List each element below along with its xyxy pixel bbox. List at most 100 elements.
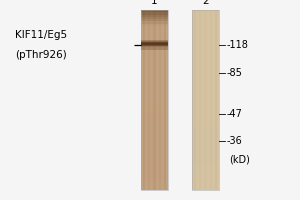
Bar xyxy=(141,136,168,138)
Bar xyxy=(192,84,219,87)
Bar xyxy=(141,42,168,43)
Bar xyxy=(141,120,168,123)
Bar xyxy=(141,138,168,141)
Bar xyxy=(192,143,219,145)
Bar xyxy=(192,86,219,89)
Bar xyxy=(192,37,219,39)
Bar xyxy=(192,26,219,28)
Bar xyxy=(192,186,219,188)
Bar xyxy=(141,37,168,39)
Bar xyxy=(141,55,168,57)
Bar xyxy=(192,57,219,60)
Bar xyxy=(192,109,219,111)
Bar xyxy=(141,19,168,21)
Bar xyxy=(192,104,219,107)
Bar xyxy=(141,15,168,17)
Bar xyxy=(141,44,168,45)
Bar xyxy=(192,165,219,168)
Bar xyxy=(192,111,219,114)
Bar xyxy=(141,172,168,174)
Bar xyxy=(192,138,219,141)
Text: 1: 1 xyxy=(151,0,158,6)
Bar xyxy=(141,48,168,49)
Bar xyxy=(192,10,219,190)
Text: (kD): (kD) xyxy=(230,154,250,164)
Bar xyxy=(141,98,168,100)
Text: -36: -36 xyxy=(226,136,242,146)
Bar xyxy=(192,23,219,26)
Bar xyxy=(192,150,219,152)
Bar xyxy=(141,91,168,93)
Bar xyxy=(192,161,219,163)
Bar xyxy=(141,143,168,145)
Bar xyxy=(141,66,168,69)
Bar xyxy=(141,86,168,89)
Bar xyxy=(205,10,206,190)
Bar xyxy=(192,39,219,42)
Bar xyxy=(192,129,219,132)
Bar xyxy=(141,158,168,161)
Bar xyxy=(141,49,168,50)
Bar xyxy=(141,62,168,64)
Bar xyxy=(141,111,168,114)
Bar xyxy=(153,10,156,190)
Bar xyxy=(192,170,219,172)
Text: -85: -85 xyxy=(226,68,242,78)
Bar xyxy=(194,10,196,190)
Bar xyxy=(141,46,168,48)
Bar xyxy=(141,107,168,109)
Bar xyxy=(141,35,168,37)
Bar xyxy=(192,89,219,91)
Bar xyxy=(141,82,168,84)
Bar xyxy=(141,75,168,78)
Bar xyxy=(141,10,168,190)
Bar xyxy=(141,26,168,28)
Bar xyxy=(141,49,168,50)
Bar xyxy=(192,174,219,177)
Bar xyxy=(192,172,219,174)
Bar xyxy=(141,84,168,87)
Bar xyxy=(141,132,168,134)
Bar xyxy=(141,89,168,91)
Bar xyxy=(141,116,168,118)
Bar xyxy=(141,43,168,44)
Bar xyxy=(192,44,219,46)
Bar xyxy=(141,23,168,26)
Bar xyxy=(141,145,168,147)
Bar xyxy=(192,32,219,35)
Bar xyxy=(141,150,168,152)
Bar xyxy=(141,80,168,82)
Bar xyxy=(141,30,168,33)
Bar xyxy=(141,114,168,116)
Text: -47: -47 xyxy=(226,109,242,119)
Bar xyxy=(192,15,219,17)
Bar xyxy=(141,71,168,73)
Bar xyxy=(141,100,168,102)
Bar xyxy=(192,77,219,80)
Text: KIF11/Eg5: KIF11/Eg5 xyxy=(15,30,67,40)
Bar xyxy=(192,73,219,75)
Bar xyxy=(141,10,168,12)
Bar xyxy=(192,125,219,127)
Bar xyxy=(192,107,219,109)
Bar xyxy=(141,45,168,46)
Bar xyxy=(192,132,219,134)
Bar xyxy=(141,43,168,44)
Bar xyxy=(192,163,219,165)
Bar xyxy=(141,47,168,48)
Bar xyxy=(141,17,168,19)
Bar xyxy=(192,122,219,125)
Bar xyxy=(192,158,219,161)
Bar xyxy=(192,53,219,55)
Bar xyxy=(141,95,168,98)
Bar xyxy=(159,10,161,190)
Bar xyxy=(192,64,219,66)
Bar xyxy=(192,179,219,181)
Bar xyxy=(192,42,219,44)
Bar xyxy=(141,60,168,62)
Bar xyxy=(192,116,219,118)
Bar xyxy=(141,188,168,190)
Bar xyxy=(141,163,168,165)
Bar xyxy=(141,28,168,30)
Bar xyxy=(141,40,168,41)
